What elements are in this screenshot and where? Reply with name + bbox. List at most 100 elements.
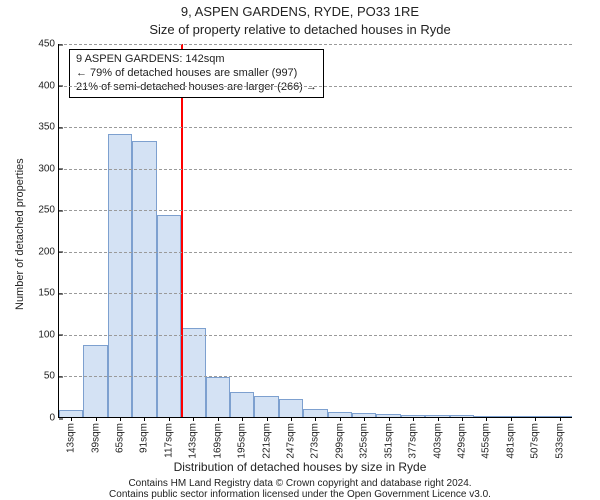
gridline: [59, 169, 572, 170]
x-tick-mark: [364, 417, 365, 421]
y-tick-label: 100: [38, 329, 59, 340]
y-tick-label: 50: [44, 371, 59, 382]
bar: [181, 328, 205, 417]
x-tick-mark: [71, 417, 72, 421]
bar-column: 325sqm: [352, 44, 376, 417]
x-tick-label: 143sqm: [188, 423, 199, 459]
x-tick-mark: [291, 417, 292, 421]
bar-column: 507sqm: [523, 44, 547, 417]
x-tick-mark: [462, 417, 463, 421]
title-line-1: 9, ASPEN GARDENS, RYDE, PO33 1RE: [0, 4, 600, 19]
x-tick-label: 65sqm: [115, 423, 126, 453]
annotation-line-2: ← 79% of detached houses are smaller (99…: [76, 67, 317, 81]
x-tick-label: 13sqm: [66, 423, 77, 453]
y-tick-label: 400: [38, 80, 59, 91]
x-tick-label: 273sqm: [310, 423, 321, 459]
y-tick-label: 150: [38, 288, 59, 299]
x-tick-label: 429sqm: [456, 423, 467, 459]
bar-column: 533sqm: [547, 44, 571, 417]
bar: [108, 134, 132, 417]
x-tick-label: 455sqm: [481, 423, 492, 459]
x-tick-mark: [438, 417, 439, 421]
x-tick-label: 403sqm: [432, 423, 443, 459]
bar: [206, 377, 230, 417]
x-tick-label: 195sqm: [237, 423, 248, 459]
x-tick-mark: [413, 417, 414, 421]
x-tick-mark: [144, 417, 145, 421]
gridline: [59, 252, 572, 253]
x-axis-label: Distribution of detached houses by size …: [0, 460, 600, 474]
bar-column: 429sqm: [450, 44, 474, 417]
y-axis-label: Number of detached properties: [14, 158, 26, 310]
x-tick-label: 247sqm: [286, 423, 297, 459]
x-tick-label: 221sqm: [261, 423, 272, 459]
x-tick-label: 481sqm: [505, 423, 516, 459]
x-tick-mark: [486, 417, 487, 421]
y-tick-label: 350: [38, 122, 59, 133]
x-tick-mark: [218, 417, 219, 421]
bar-column: 13sqm: [59, 44, 83, 417]
gridline: [59, 210, 572, 211]
bar-column: 247sqm: [279, 44, 303, 417]
bar: [157, 215, 181, 417]
bar-column: 195sqm: [230, 44, 254, 417]
x-tick-label: 325sqm: [359, 423, 370, 459]
annotation-line-3: 21% of semi-detached houses are larger (…: [76, 81, 317, 95]
bar-column: 143sqm: [181, 44, 205, 417]
gridline: [59, 127, 572, 128]
bar-column: 117sqm: [157, 44, 181, 417]
title-line-2: Size of property relative to detached ho…: [0, 22, 600, 37]
footer-text: Contains HM Land Registry data © Crown c…: [0, 478, 600, 500]
x-tick-mark: [535, 417, 536, 421]
bar: [230, 392, 254, 417]
bar-column: 299sqm: [328, 44, 352, 417]
x-tick-label: 299sqm: [334, 423, 345, 459]
bar-column: 377sqm: [401, 44, 425, 417]
bar-column: 403sqm: [425, 44, 449, 417]
bar: [279, 399, 303, 417]
footer-line-1: Contains HM Land Registry data © Crown c…: [0, 478, 600, 489]
y-tick-label: 450: [38, 39, 59, 50]
gridline: [59, 44, 572, 45]
bar-column: 481sqm: [499, 44, 523, 417]
x-tick-label: 377sqm: [408, 423, 419, 459]
y-tick-label: 0: [49, 413, 59, 424]
gridline: [59, 376, 572, 377]
x-tick-label: 117sqm: [163, 423, 174, 458]
chart-container: 9, ASPEN GARDENS, RYDE, PO33 1RE Size of…: [0, 0, 600, 500]
bar-column: 91sqm: [132, 44, 156, 417]
bar-column: 169sqm: [206, 44, 230, 417]
footer-line-2: Contains public sector information licen…: [0, 489, 600, 500]
bar-column: 273sqm: [303, 44, 327, 417]
y-tick-label: 300: [38, 163, 59, 174]
y-tick-label: 250: [38, 205, 59, 216]
x-tick-mark: [169, 417, 170, 421]
x-tick-label: 507sqm: [530, 423, 541, 459]
x-tick-label: 533sqm: [554, 423, 565, 459]
gridline: [59, 293, 572, 294]
x-tick-label: 39sqm: [90, 423, 101, 453]
annotation-box: 9 ASPEN GARDENS: 142sqm ← 79% of detache…: [69, 49, 324, 98]
bar-column: 39sqm: [83, 44, 107, 417]
bar: [303, 409, 327, 417]
plot-area: 13sqm39sqm65sqm91sqm117sqm143sqm169sqm19…: [58, 44, 572, 418]
x-tick-mark: [389, 417, 390, 421]
bar-column: 221sqm: [254, 44, 278, 417]
x-tick-mark: [193, 417, 194, 421]
bar: [59, 410, 83, 417]
x-tick-mark: [340, 417, 341, 421]
x-tick-mark: [96, 417, 97, 421]
bar-column: 65sqm: [108, 44, 132, 417]
bar-column: 455sqm: [474, 44, 498, 417]
x-tick-label: 91sqm: [139, 423, 150, 453]
bar: [254, 396, 278, 417]
gridline: [59, 335, 572, 336]
reference-line: [181, 44, 183, 417]
x-tick-mark: [560, 417, 561, 421]
x-tick-mark: [242, 417, 243, 421]
bars-group: 13sqm39sqm65sqm91sqm117sqm143sqm169sqm19…: [59, 44, 572, 417]
x-tick-label: 169sqm: [212, 423, 223, 459]
y-tick-label: 200: [38, 246, 59, 257]
x-tick-mark: [267, 417, 268, 421]
annotation-line-1: 9 ASPEN GARDENS: 142sqm: [76, 53, 317, 67]
